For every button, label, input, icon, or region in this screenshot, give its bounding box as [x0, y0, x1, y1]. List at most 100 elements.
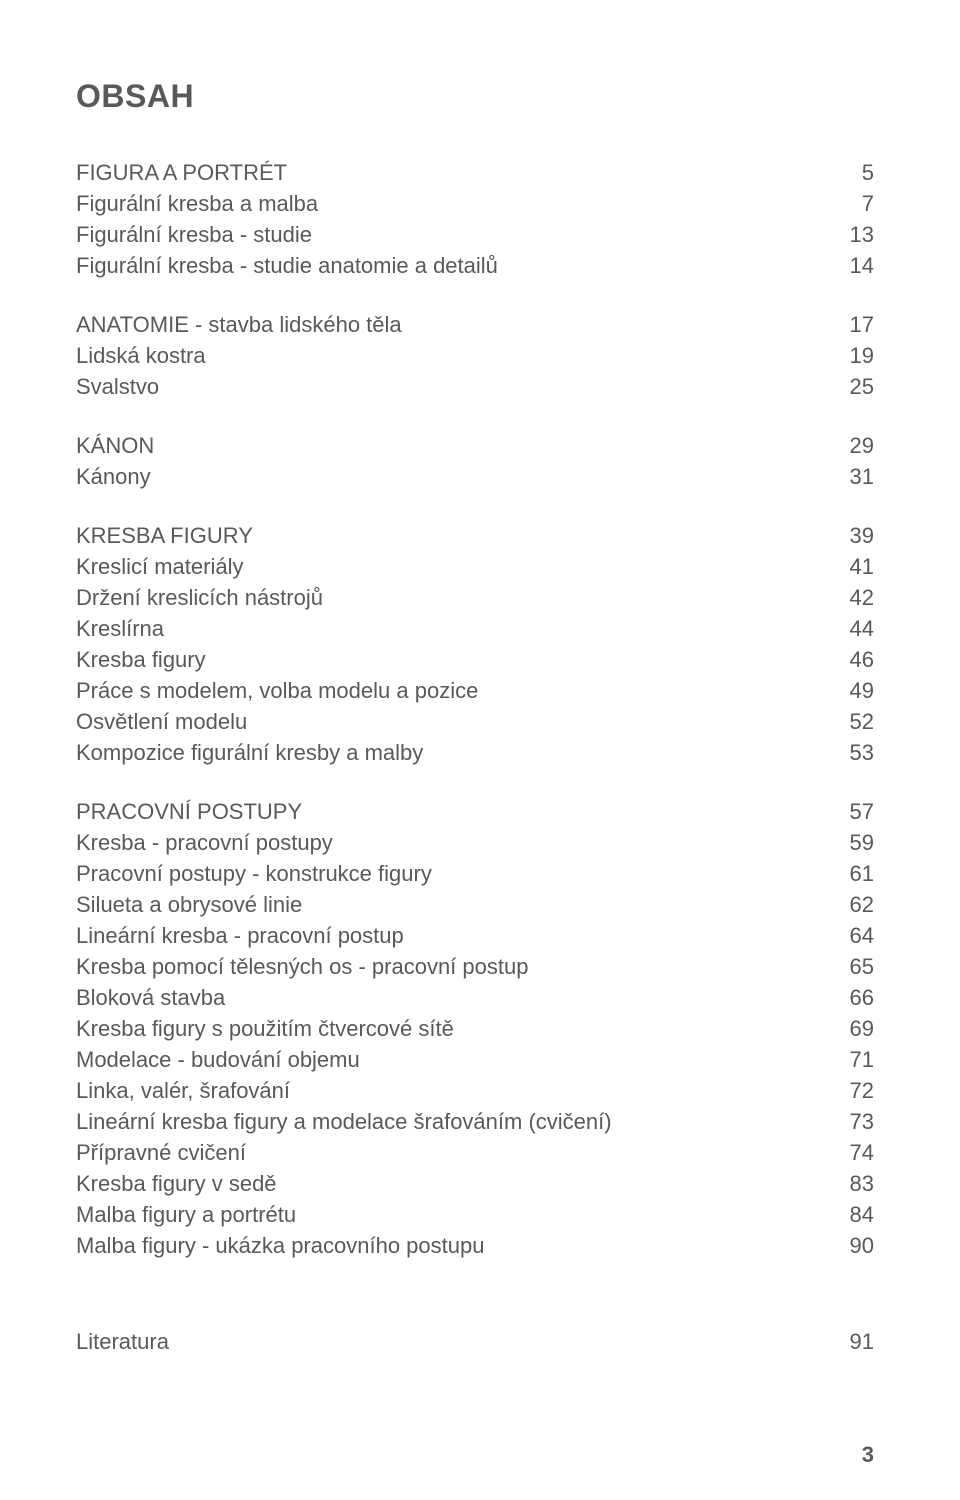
toc-row: Figurální kresba - studie13 [76, 219, 874, 250]
toc-row: KRESBA FIGURY39 [76, 520, 874, 551]
toc-page: 74 [834, 1137, 874, 1168]
toc-page: 29 [834, 430, 874, 461]
toc-label: Přípravné cvičení [76, 1137, 834, 1168]
toc-page: 71 [834, 1044, 874, 1075]
toc-page: 64 [834, 920, 874, 951]
toc-page: 61 [834, 858, 874, 889]
toc-page: 69 [834, 1013, 874, 1044]
toc-row: Malba figury - ukázka pracovního postupu… [76, 1230, 874, 1261]
toc-row: PRACOVNÍ POSTUPY57 [76, 796, 874, 827]
toc-row: ANATOMIE - stavba lidského těla17 [76, 309, 874, 340]
toc-label: Kresba figury [76, 644, 834, 675]
toc-page: 73 [834, 1106, 874, 1137]
toc-label: Svalstvo [76, 371, 834, 402]
toc-section: PRACOVNÍ POSTUPY57Kresba - pracovní post… [76, 796, 874, 1261]
toc-label: Linka, valér, šrafování [76, 1075, 834, 1106]
toc-label: Malba figury - ukázka pracovního postupu [76, 1230, 834, 1261]
literature-section: Literatura 91 [76, 1326, 874, 1357]
toc-label: Modelace - budování objemu [76, 1044, 834, 1075]
toc-label: Literatura [76, 1326, 834, 1357]
toc-label: Kánony [76, 461, 834, 492]
toc-page: 53 [834, 737, 874, 768]
toc-page: 57 [834, 796, 874, 827]
toc-row: Kresba - pracovní postupy59 [76, 827, 874, 858]
toc-row: Figurální kresba - studie anatomie a det… [76, 250, 874, 281]
toc-label: PRACOVNÍ POSTUPY [76, 796, 834, 827]
toc-row: Držení kreslicích nástrojů42 [76, 582, 874, 613]
toc-row: Kresba figury46 [76, 644, 874, 675]
toc-label: Kresba - pracovní postupy [76, 827, 834, 858]
toc-row: Kresba figury v sedě83 [76, 1168, 874, 1199]
toc-label: Kreslírna [76, 613, 834, 644]
toc-page: 41 [834, 551, 874, 582]
toc-page: 49 [834, 675, 874, 706]
toc-section: ANATOMIE - stavba lidského těla17Lidská … [76, 309, 874, 402]
toc-row: Kresba figury s použitím čtvercové sítě6… [76, 1013, 874, 1044]
toc-label: Figurální kresba - studie [76, 219, 834, 250]
toc-page: 17 [834, 309, 874, 340]
toc-page: 52 [834, 706, 874, 737]
page-title: OBSAH [76, 78, 874, 115]
toc-label: Práce s modelem, volba modelu a pozice [76, 675, 834, 706]
toc-page: 72 [834, 1075, 874, 1106]
toc-row: Modelace - budování objemu71 [76, 1044, 874, 1075]
toc-label: Kresba figury s použitím čtvercové sítě [76, 1013, 834, 1044]
toc-page: 91 [834, 1326, 874, 1357]
toc-row: Kompozice figurální kresby a malby53 [76, 737, 874, 768]
toc-page: 25 [834, 371, 874, 402]
toc-label: Pracovní postupy - konstrukce figury [76, 858, 834, 889]
toc-label: Kresba pomocí tělesných os - pracovní po… [76, 951, 834, 982]
toc-row: Lineární kresba - pracovní postup64 [76, 920, 874, 951]
toc-label: Osvětlení modelu [76, 706, 834, 737]
toc-page: 84 [834, 1199, 874, 1230]
toc-page: 14 [834, 250, 874, 281]
toc-row: Pracovní postupy - konstrukce figury61 [76, 858, 874, 889]
toc-row: Malba figury a portrétu84 [76, 1199, 874, 1230]
toc-page: 39 [834, 520, 874, 551]
toc-label: KRESBA FIGURY [76, 520, 834, 551]
toc-page: 65 [834, 951, 874, 982]
toc-row: KÁNON29 [76, 430, 874, 461]
toc-page: 59 [834, 827, 874, 858]
toc-page: 31 [834, 461, 874, 492]
toc-row: Figurální kresba a malba7 [76, 188, 874, 219]
toc-label: KÁNON [76, 430, 834, 461]
toc-page: 46 [834, 644, 874, 675]
toc-row: Osvětlení modelu52 [76, 706, 874, 737]
toc-row: Práce s modelem, volba modelu a pozice49 [76, 675, 874, 706]
toc-label: Lineární kresba figury a modelace šrafov… [76, 1106, 834, 1137]
toc-section: FIGURA A PORTRÉT5Figurální kresba a malb… [76, 157, 874, 281]
toc-page: 90 [834, 1230, 874, 1261]
toc-row: Linka, valér, šrafování72 [76, 1075, 874, 1106]
toc-label: Kompozice figurální kresby a malby [76, 737, 834, 768]
toc-section: KÁNON29Kánony31 [76, 430, 874, 492]
toc-label: Malba figury a portrétu [76, 1199, 834, 1230]
toc-page: 66 [834, 982, 874, 1013]
toc-label: Lidská kostra [76, 340, 834, 371]
toc-page: 62 [834, 889, 874, 920]
toc-row: Silueta a obrysové linie62 [76, 889, 874, 920]
toc-row: Svalstvo25 [76, 371, 874, 402]
toc-page: 83 [834, 1168, 874, 1199]
toc-page: 13 [834, 219, 874, 250]
toc-body: FIGURA A PORTRÉT5Figurální kresba a malb… [76, 157, 874, 1262]
toc-label: Figurální kresba a malba [76, 188, 834, 219]
toc-row: Lineární kresba figury a modelace šrafov… [76, 1106, 874, 1137]
toc-row: Kreslírna44 [76, 613, 874, 644]
toc-label: Kreslicí materiály [76, 551, 834, 582]
toc-section: KRESBA FIGURY39Kreslicí materiály41Držen… [76, 520, 874, 768]
toc-row: FIGURA A PORTRÉT5 [76, 157, 874, 188]
toc-label: Silueta a obrysové linie [76, 889, 834, 920]
toc-row: Kresba pomocí tělesných os - pracovní po… [76, 951, 874, 982]
toc-row: Literatura 91 [76, 1326, 874, 1357]
toc-label: Figurální kresba - studie anatomie a det… [76, 250, 834, 281]
toc-label: ANATOMIE - stavba lidského těla [76, 309, 834, 340]
toc-page: 44 [834, 613, 874, 644]
toc-row: Lidská kostra19 [76, 340, 874, 371]
toc-page: 19 [834, 340, 874, 371]
toc-row: Kánony31 [76, 461, 874, 492]
document-page: OBSAH FIGURA A PORTRÉT5Figurální kresba … [0, 0, 960, 1500]
toc-label: Držení kreslicích nástrojů [76, 582, 834, 613]
toc-page: 42 [834, 582, 874, 613]
page-number: 3 [862, 1442, 874, 1468]
